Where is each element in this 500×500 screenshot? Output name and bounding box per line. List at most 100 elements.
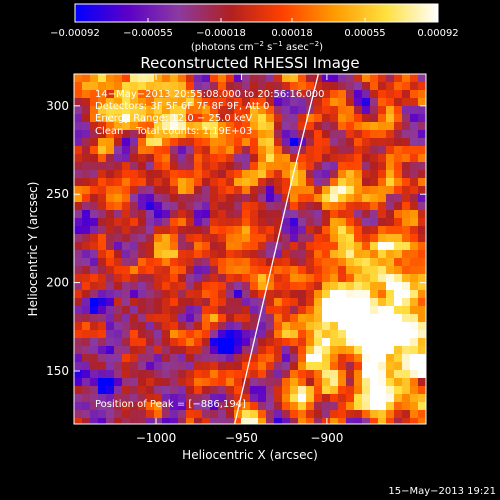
heatmap-cell <box>130 290 139 299</box>
heatmap-cell <box>250 330 259 339</box>
heatmap-cell <box>242 226 251 235</box>
heatmap-cell <box>162 226 171 235</box>
heatmap-cell <box>258 362 267 371</box>
heatmap-cell <box>418 314 426 323</box>
heatmap-cell <box>386 386 395 395</box>
heatmap-cell <box>346 90 355 99</box>
heatmap-cell <box>402 210 411 219</box>
heatmap-cell <box>418 250 426 259</box>
heatmap-cell <box>242 146 251 155</box>
heatmap-cell <box>290 170 299 179</box>
heatmap-cell <box>114 194 123 203</box>
heatmap-cell <box>370 218 379 227</box>
heatmap-cell <box>306 106 315 115</box>
heatmap-cell <box>146 290 155 299</box>
heatmap-cell <box>154 322 163 331</box>
heatmap-cell <box>386 106 395 115</box>
heatmap-cell <box>210 298 219 307</box>
y-axis-label: Heliocentric Y (arcsec) <box>26 182 40 317</box>
heatmap-cell <box>338 122 347 131</box>
heatmap-cell <box>210 330 219 339</box>
heatmap-cell <box>314 90 323 99</box>
heatmap-cell <box>266 106 275 115</box>
heatmap-cell <box>234 170 243 179</box>
heatmap-cell <box>274 290 283 299</box>
heatmap-cell <box>114 418 123 424</box>
heatmap-cell <box>378 234 387 243</box>
heatmap-cell <box>250 258 259 267</box>
heatmap-cell <box>154 282 163 291</box>
heatmap-cell <box>370 282 379 291</box>
heatmap-cell <box>322 394 331 403</box>
heatmap-cell <box>274 194 283 203</box>
heatmap-cell <box>282 282 291 291</box>
heatmap-cell <box>410 98 419 107</box>
heatmap-cell <box>114 314 123 323</box>
heatmap-cell <box>82 370 91 379</box>
heatmap-cell <box>362 394 371 403</box>
heatmap-cell <box>394 418 403 424</box>
heatmap-cell <box>106 266 115 275</box>
heatmap-cell <box>282 306 291 315</box>
heatmap-cell <box>258 338 267 347</box>
heatmap-cell <box>370 322 379 331</box>
annotation-detectors: Detectors: 3F 5F 6F 7F 8F 9F, Att 0 <box>95 101 269 112</box>
heatmap-cell <box>394 322 403 331</box>
heatmap-cell <box>74 226 83 235</box>
heatmap-cell <box>154 138 163 147</box>
heatmap-cell <box>266 170 275 179</box>
heatmap-cell <box>162 330 171 339</box>
heatmap-cell <box>282 138 291 147</box>
heatmap-cell <box>322 210 331 219</box>
heatmap-cell <box>210 154 219 163</box>
heatmap-cell <box>90 274 99 283</box>
heatmap-cell <box>210 362 219 371</box>
heatmap-cell <box>394 130 403 139</box>
heatmap-cell <box>266 282 275 291</box>
heatmap-cell <box>226 242 235 251</box>
heatmap-cell <box>122 338 131 347</box>
heatmap-cell <box>418 266 426 275</box>
heatmap-cell <box>274 82 283 91</box>
heatmap-cell <box>298 386 307 395</box>
heatmap-cell <box>282 74 291 83</box>
heatmap-cell <box>402 162 411 171</box>
heatmap-cell <box>250 90 259 99</box>
heatmap-cell <box>362 74 371 83</box>
heatmap-cell <box>418 90 426 99</box>
colorbar: −0.00092 −0.00055 −0.00018 0.00018 0.00055 0.… <box>50 3 459 53</box>
heatmap-cell <box>162 106 171 115</box>
heatmap-cell <box>170 282 179 291</box>
heatmap-cell <box>114 90 123 99</box>
heatmap-cell <box>74 298 83 307</box>
heatmap-cell <box>266 378 275 387</box>
heatmap-cell <box>330 330 339 339</box>
solar-limb-line <box>233 74 319 424</box>
heatmap-cell <box>170 218 179 227</box>
heatmap-cell <box>98 90 107 99</box>
heatmap-cell <box>226 226 235 235</box>
heatmap-cell <box>146 146 155 155</box>
heatmap-cell <box>418 338 426 347</box>
heatmap-cell <box>226 194 235 203</box>
heatmap-cell <box>130 282 139 291</box>
heatmap-cell <box>354 346 363 355</box>
heatmap-cell <box>378 282 387 291</box>
heatmap-cell <box>362 402 371 411</box>
heatmap-cell <box>146 178 155 187</box>
heatmap-cell <box>130 298 139 307</box>
heatmap-cell <box>402 202 411 211</box>
heatmap-cell <box>82 250 91 259</box>
heatmap-cell <box>138 210 147 219</box>
heatmap-cell <box>386 258 395 267</box>
heatmap-cell <box>82 138 91 147</box>
heatmap-cell <box>122 274 131 283</box>
heatmap-cell <box>354 386 363 395</box>
heatmap-cell <box>138 266 147 275</box>
heatmap-cell <box>162 322 171 331</box>
heatmap-cell <box>98 362 107 371</box>
heatmap-cell <box>202 234 211 243</box>
heatmap-cell <box>170 74 179 83</box>
heatmap-cell <box>266 242 275 251</box>
heatmap-cell <box>290 378 299 387</box>
